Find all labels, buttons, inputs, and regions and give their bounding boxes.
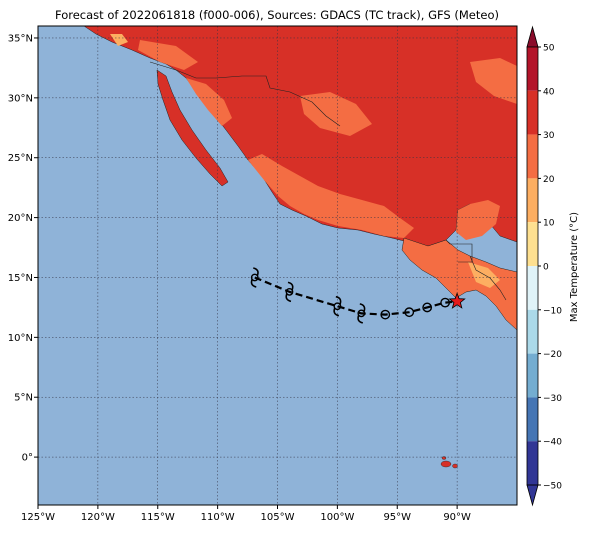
- colorbar-segment: [527, 134, 538, 179]
- land-central-america: [401, 237, 517, 331]
- lat-tick-label: 15°N: [8, 273, 33, 284]
- latitude-axis: 35°N 30°N 25°N 20°N 15°N 10°N 5°N 0°: [8, 33, 38, 464]
- graticule: [38, 26, 517, 505]
- cyclone-track: [250, 267, 466, 324]
- colorbar-tick-label: 20: [543, 175, 555, 185]
- colorbar-tick-label: −30: [543, 394, 562, 404]
- longitude-axis: 125°W 120°W 115°W 110°W 105°W 100°W 95°W 90°W: [21, 505, 471, 523]
- cyclone-icon: [357, 303, 366, 324]
- colorbar-segment: [527, 222, 538, 266]
- lat-tick-label: 0°: [22, 453, 33, 464]
- warm-region-yucatan: [456, 200, 500, 240]
- colorbar-segment: [527, 309, 538, 354]
- warm-region-sonora: [186, 78, 232, 126]
- plot-area: [38, 26, 517, 505]
- colorbar: 50 40 30 20 10 0 −10 −20 −30 −40 −50: [526, 25, 562, 507]
- track-point: [404, 307, 415, 318]
- colorbar-tick-label: 0: [543, 263, 549, 273]
- colorbar-tick-label: 10: [543, 219, 555, 229]
- current-position-star-icon: [448, 292, 466, 309]
- border-us-mexico: [149, 61, 341, 127]
- warm-region-mexico: [248, 154, 414, 238]
- lon-tick-label: 115°W: [141, 512, 175, 523]
- colorbar-tick-label: 50: [543, 44, 555, 54]
- colorbar-segment: [527, 47, 538, 91]
- warm-region-east: [470, 58, 517, 104]
- lat-tick-label: 30°N: [8, 93, 33, 104]
- track-point: [422, 302, 433, 313]
- track-point: [380, 309, 391, 320]
- track-point: [440, 297, 451, 308]
- colorbar-tick-label: −20: [543, 350, 562, 360]
- lon-tick-label: 100°W: [320, 512, 354, 523]
- lon-tick-label: 105°W: [261, 512, 295, 523]
- cyclone-icon: [250, 267, 259, 288]
- lon-tick-label: 95°W: [383, 512, 411, 523]
- hot-spot-california: [110, 34, 128, 46]
- colorbar-segment: [527, 178, 538, 223]
- warm-region-north: [300, 92, 372, 136]
- border-central-america: [469, 255, 507, 301]
- colorbar-tick-label: −50: [543, 482, 562, 492]
- colorbar-segment: [527, 90, 538, 135]
- warm-region-southwest-us: [138, 40, 198, 70]
- land-baja-california: [156, 69, 229, 187]
- colorbar-tick-label: −40: [543, 438, 562, 448]
- border-mexico-guatemala: [445, 239, 473, 263]
- colorbar-tick-label: −10: [543, 306, 562, 316]
- lon-tick-label: 120°W: [81, 512, 115, 523]
- colorbar-tick-label: 40: [543, 87, 555, 97]
- colorbar-min-extension: [526, 484, 539, 507]
- lat-tick-label: 25°N: [8, 153, 33, 164]
- colorbar-max-extension: [526, 25, 539, 48]
- lat-tick-label: 20°N: [8, 213, 33, 224]
- map-title: Forecast of 2022061818 (f000-006), Sourc…: [55, 8, 499, 22]
- warm-region-central-america: [468, 262, 500, 288]
- lat-tick-label: 10°N: [8, 333, 33, 344]
- island-galapagos-main: [440, 460, 452, 468]
- colorbar-segment: [527, 397, 538, 442]
- lon-tick-label: 90°W: [443, 512, 471, 523]
- colorbar-segment: [527, 266, 538, 310]
- lon-tick-label: 125°W: [21, 512, 55, 523]
- colorbar-label: Max Temperature (°C): [569, 212, 580, 322]
- colorbar-segment: [527, 441, 538, 485]
- colorbar-segment: [527, 353, 538, 398]
- lat-tick-label: 5°N: [14, 393, 33, 404]
- cyclone-icon: [285, 281, 294, 303]
- colorbar-tick-label: 30: [543, 131, 555, 141]
- lon-tick-label: 110°W: [201, 512, 235, 523]
- lat-tick-label: 35°N: [8, 33, 33, 44]
- cyclone-icon: [333, 295, 342, 317]
- island-galapagos-east: [452, 463, 458, 469]
- track-line: [254, 276, 458, 316]
